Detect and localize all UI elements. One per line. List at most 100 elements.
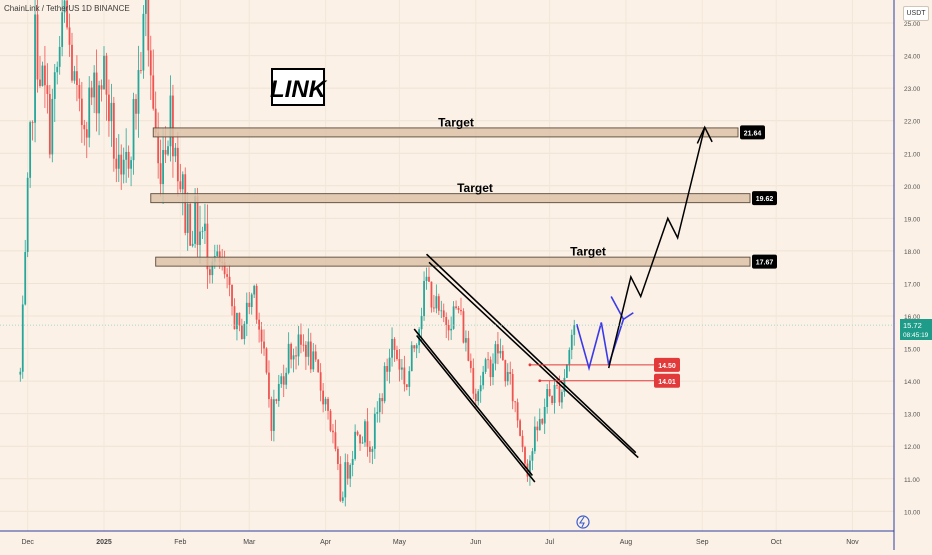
candle <box>418 327 421 354</box>
candle <box>543 398 546 434</box>
candle <box>83 119 86 146</box>
candle <box>492 353 494 386</box>
candle <box>368 440 371 463</box>
candle <box>152 49 155 111</box>
candle <box>204 203 206 245</box>
candle <box>408 366 411 396</box>
candle <box>548 380 551 397</box>
candle <box>132 92 135 175</box>
candle <box>226 267 228 289</box>
candle <box>88 76 91 148</box>
x-tick-label: Mar <box>243 539 256 546</box>
projection-paths: 14.50 14.01 <box>528 125 713 388</box>
candle <box>117 134 120 183</box>
candle <box>199 205 201 264</box>
candle <box>533 416 536 454</box>
candle <box>433 295 435 313</box>
candle <box>300 323 302 354</box>
candle <box>36 0 39 93</box>
candle <box>479 375 482 403</box>
candle <box>457 306 460 314</box>
candle <box>541 418 544 425</box>
x-tick-label: Jul <box>545 539 554 546</box>
candle <box>231 284 233 316</box>
candle <box>270 396 273 441</box>
y-tick-label: 16.00 <box>904 314 921 321</box>
candle <box>258 312 261 343</box>
x-tick-label: Aug <box>620 539 633 546</box>
candle <box>514 401 517 413</box>
candle <box>551 395 553 406</box>
y-tick-label: 21.00 <box>904 151 921 158</box>
channel-line <box>428 261 639 459</box>
candle <box>159 139 162 197</box>
x-tick-label: Nov <box>846 539 859 546</box>
candle <box>103 46 105 90</box>
candle <box>398 349 401 382</box>
y-tick-label: 19.00 <box>904 216 921 223</box>
candle <box>238 312 241 332</box>
symbol-label: ChainLink / TetherUS 1D BINANCE <box>4 4 130 13</box>
candle <box>189 202 192 246</box>
candle <box>455 300 457 310</box>
candle <box>90 80 93 106</box>
x-tick-label: Jun <box>470 539 481 546</box>
candle <box>51 88 54 163</box>
candle <box>327 396 329 420</box>
candle <box>381 393 384 415</box>
candle <box>354 424 357 461</box>
candle <box>228 264 231 297</box>
target-value: 21.64 <box>744 130 762 137</box>
candle <box>445 312 448 339</box>
candle <box>268 360 270 408</box>
candle <box>297 325 300 366</box>
candle <box>201 226 204 240</box>
target-label: Target <box>438 115 474 129</box>
current-price: 15.72 <box>903 321 922 330</box>
candle <box>265 347 268 375</box>
candle <box>346 454 349 485</box>
y-tick-label: 17.00 <box>904 281 921 288</box>
candle <box>420 307 423 343</box>
candle <box>100 79 103 102</box>
support-badge <box>654 357 680 372</box>
y-tick-label: 24.00 <box>904 54 921 61</box>
candle <box>536 421 539 442</box>
candle <box>110 83 113 147</box>
y-tick-label: 25.00 <box>904 21 921 28</box>
candle <box>243 321 246 345</box>
x-tick-label: Apr <box>320 539 332 546</box>
y-tick-label: 22.00 <box>904 119 921 126</box>
candle <box>46 63 49 114</box>
candle <box>437 293 440 316</box>
candle <box>108 79 110 137</box>
candle <box>282 364 285 398</box>
candle <box>494 340 497 371</box>
candle <box>405 384 408 391</box>
y-tick-label: 10.00 <box>904 509 921 516</box>
candle <box>167 140 169 157</box>
x-tick-label: Dec <box>21 539 34 546</box>
candle <box>312 343 315 372</box>
candle <box>383 362 386 404</box>
candle <box>78 78 81 112</box>
candle <box>76 55 78 102</box>
target-badge <box>752 191 777 206</box>
candle <box>339 456 342 503</box>
candle <box>41 61 44 87</box>
candle <box>176 132 179 197</box>
replay-icon[interactable] <box>576 515 590 529</box>
candle <box>469 353 472 373</box>
candle <box>401 359 403 380</box>
candle <box>364 419 366 447</box>
candle <box>115 137 118 183</box>
candle <box>130 156 132 187</box>
axes: 10.00 11.00 12.00 13.00 14.00 15.00 16.00 17.00… <box>0 0 921 550</box>
currency-button[interactable]: USDT <box>903 6 929 21</box>
candle <box>290 342 293 369</box>
candle <box>386 358 389 381</box>
candle <box>157 112 160 179</box>
candle <box>349 463 352 488</box>
